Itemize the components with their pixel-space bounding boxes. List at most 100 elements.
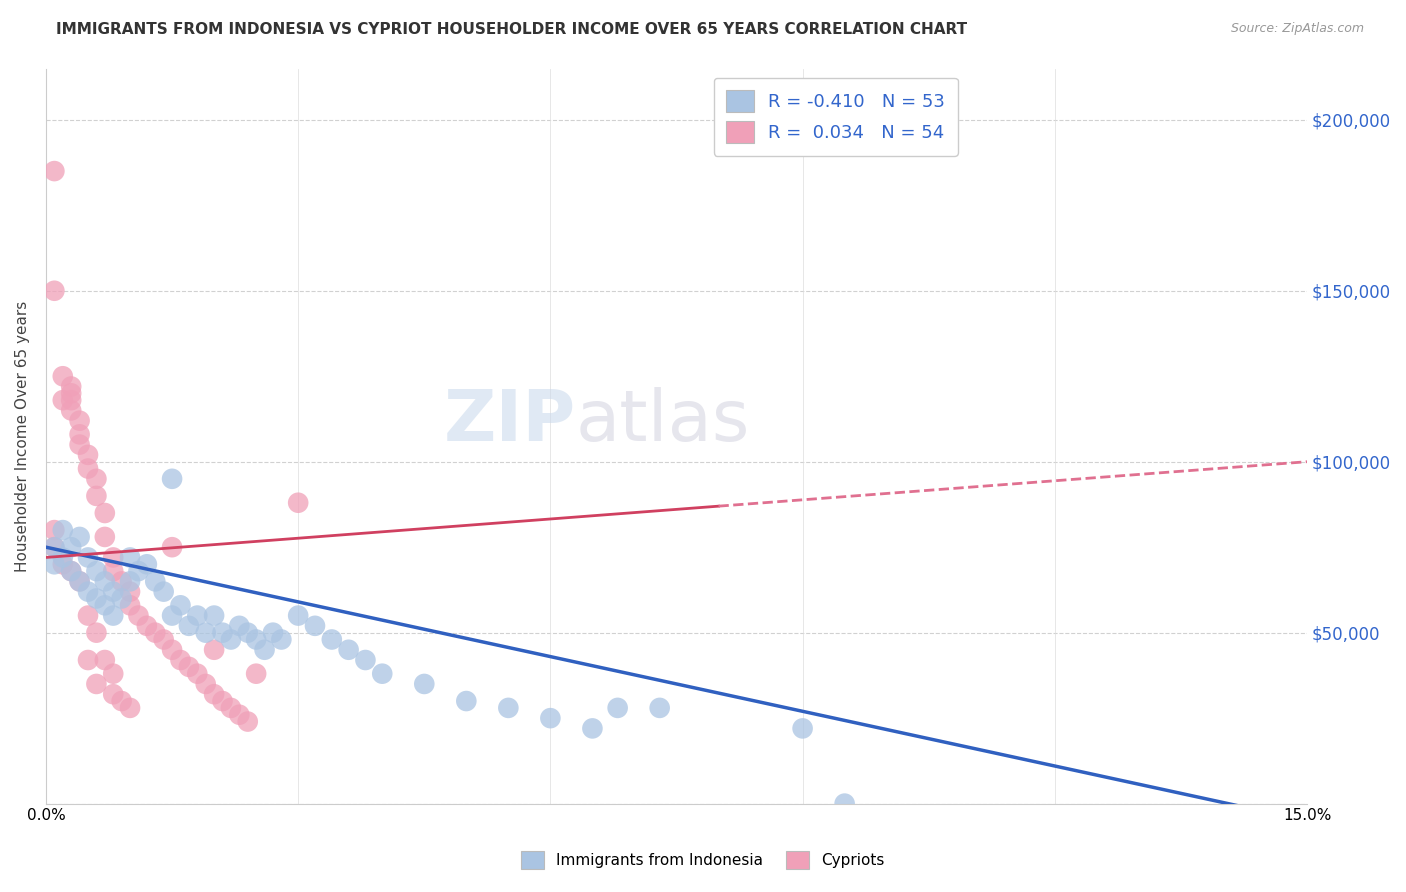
Point xyxy=(60,386,83,401)
Point xyxy=(103,564,125,578)
Point xyxy=(86,625,108,640)
Point xyxy=(219,701,242,715)
Point xyxy=(44,523,66,537)
Point xyxy=(538,711,561,725)
Point xyxy=(354,653,377,667)
Point xyxy=(169,653,191,667)
Point xyxy=(94,506,117,520)
Point xyxy=(44,540,66,554)
Point xyxy=(118,599,141,613)
Point xyxy=(60,403,83,417)
Point xyxy=(69,427,91,442)
Point xyxy=(194,625,217,640)
Point xyxy=(69,437,91,451)
Point xyxy=(143,574,166,589)
Point xyxy=(44,540,66,554)
Legend: Immigrants from Indonesia, Cypriots: Immigrants from Indonesia, Cypriots xyxy=(515,845,891,875)
Point xyxy=(52,558,75,572)
Point xyxy=(202,608,225,623)
Point xyxy=(236,714,259,729)
Point xyxy=(111,574,134,589)
Point xyxy=(581,722,603,736)
Point xyxy=(44,164,66,178)
Point xyxy=(371,666,394,681)
Point xyxy=(160,642,183,657)
Point xyxy=(186,608,208,623)
Point xyxy=(143,625,166,640)
Point xyxy=(321,632,343,647)
Point xyxy=(69,530,91,544)
Point xyxy=(103,584,125,599)
Point xyxy=(77,653,100,667)
Text: Source: ZipAtlas.com: Source: ZipAtlas.com xyxy=(1230,22,1364,36)
Point xyxy=(169,599,191,613)
Point xyxy=(118,550,141,565)
Point xyxy=(52,393,75,408)
Point xyxy=(304,619,326,633)
Point xyxy=(52,523,75,537)
Point xyxy=(86,489,108,503)
Point xyxy=(834,797,856,811)
Point xyxy=(135,619,157,633)
Point xyxy=(337,642,360,657)
Point xyxy=(606,701,628,715)
Point xyxy=(245,666,267,681)
Point xyxy=(60,393,83,408)
Point xyxy=(792,722,814,736)
Point xyxy=(103,666,125,681)
Point xyxy=(77,550,100,565)
Point xyxy=(413,677,436,691)
Point xyxy=(118,574,141,589)
Point xyxy=(86,677,108,691)
Point xyxy=(228,707,250,722)
Point xyxy=(44,284,66,298)
Point xyxy=(52,369,75,384)
Point xyxy=(245,632,267,647)
Point xyxy=(287,496,309,510)
Point xyxy=(118,701,141,715)
Point xyxy=(94,653,117,667)
Point xyxy=(103,550,125,565)
Point xyxy=(111,591,134,606)
Y-axis label: Householder Income Over 65 years: Householder Income Over 65 years xyxy=(15,301,30,572)
Point xyxy=(103,608,125,623)
Text: IMMIGRANTS FROM INDONESIA VS CYPRIOT HOUSEHOLDER INCOME OVER 65 YEARS CORRELATIO: IMMIGRANTS FROM INDONESIA VS CYPRIOT HOU… xyxy=(56,22,967,37)
Point xyxy=(94,574,117,589)
Text: atlas: atlas xyxy=(575,387,749,456)
Point xyxy=(118,584,141,599)
Point xyxy=(211,625,233,640)
Point xyxy=(152,632,174,647)
Point xyxy=(202,687,225,701)
Point xyxy=(69,574,91,589)
Point xyxy=(152,584,174,599)
Point xyxy=(194,677,217,691)
Point xyxy=(127,608,149,623)
Point xyxy=(86,564,108,578)
Point xyxy=(77,448,100,462)
Point xyxy=(456,694,478,708)
Point xyxy=(77,584,100,599)
Point xyxy=(127,564,149,578)
Point xyxy=(262,625,284,640)
Point xyxy=(135,558,157,572)
Point xyxy=(103,687,125,701)
Point xyxy=(211,694,233,708)
Point xyxy=(60,564,83,578)
Point xyxy=(228,619,250,633)
Point xyxy=(86,472,108,486)
Point xyxy=(77,608,100,623)
Point xyxy=(287,608,309,623)
Point xyxy=(86,591,108,606)
Point xyxy=(253,642,276,657)
Point xyxy=(177,619,200,633)
Text: ZIP: ZIP xyxy=(443,387,575,456)
Point xyxy=(160,608,183,623)
Point xyxy=(648,701,671,715)
Point xyxy=(111,694,134,708)
Point xyxy=(94,530,117,544)
Point xyxy=(160,540,183,554)
Point xyxy=(52,550,75,565)
Point xyxy=(60,540,83,554)
Point xyxy=(69,414,91,428)
Point xyxy=(202,642,225,657)
